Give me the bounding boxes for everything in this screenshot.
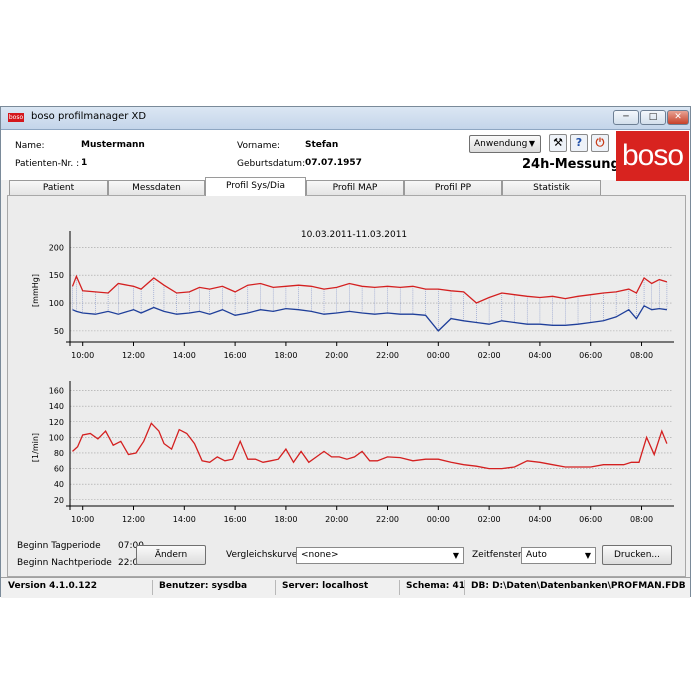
close-icon[interactable]: ✕	[667, 110, 689, 125]
firstname-label: Vorname:	[237, 141, 281, 151]
name-value: Mustermann	[81, 140, 145, 150]
patient-no-value: 1	[81, 158, 88, 168]
status-bar: Version 4.1.0.122 Benutzer: sysdba Serve…	[1, 577, 690, 598]
x-tick-label: 10:00	[71, 351, 94, 360]
exit-icon[interactable]: ⏻	[591, 134, 609, 152]
x-tick-label: 00:00	[427, 515, 450, 524]
night-period-value: 22:00	[118, 558, 144, 568]
y-tick-label: 40	[54, 480, 64, 489]
day-period-value: 07:00	[118, 541, 144, 551]
x-tick-label: 16:00	[224, 351, 247, 360]
measurement-type: 24h-Messung	[522, 157, 620, 172]
time-window-select[interactable]: Auto ▼	[521, 547, 596, 564]
x-tick-label: 08:00	[630, 351, 653, 360]
x-tick-label: 08:00	[630, 515, 653, 524]
application-dropdown-label: Anwendung	[474, 139, 528, 149]
tab-profil-map[interactable]: Profil MAP	[306, 180, 404, 195]
x-tick-label: 12:00	[122, 351, 145, 360]
chevron-down-icon: ▼	[584, 551, 591, 560]
x-tick-label: 04:00	[528, 351, 551, 360]
x-tick-label: 22:00	[376, 351, 399, 360]
help-icon[interactable]: ?	[570, 134, 588, 152]
boso-logo: boso	[616, 131, 689, 181]
night-period-label: Beginn Nachtperiode	[17, 558, 112, 568]
tools-icon[interactable]: ⚒	[549, 134, 567, 152]
pulse-chart: 20 40 60 80 100 120 140 160 10:00 12:00 14:00 16:00…	[31, 381, 674, 524]
compare-curve-select[interactable]: <none> ▼	[296, 547, 464, 564]
change-button[interactable]: Ändern	[136, 545, 206, 565]
y-tick-label: 140	[49, 402, 64, 411]
tab-messdaten[interactable]: Messdaten	[108, 180, 205, 195]
compare-curve-label: Vergleichskurve	[226, 550, 298, 560]
diastolic-series-line	[72, 304, 667, 332]
x-tick-label: 12:00	[122, 515, 145, 524]
charts-area: 10.03.2011-11.03.2011 50 100 150 200 10:00 12…	[31, 230, 674, 524]
y-tick-label: 80	[54, 449, 64, 458]
x-tick-label: 04:00	[528, 515, 551, 524]
chevron-down-icon: ▼	[528, 139, 535, 148]
patient-no-label: Patienten-Nr. :	[15, 159, 80, 169]
status-version: Version 4.1.0.122	[8, 581, 98, 591]
chevron-down-icon: ▼	[452, 551, 459, 560]
x-tick-label: 20:00	[325, 351, 348, 360]
y-tick-label: 160	[49, 387, 64, 396]
maximize-icon[interactable]: □	[640, 110, 666, 125]
firstname-value: Stefan	[305, 140, 339, 150]
day-period-label: Beginn Tagperiode	[17, 541, 101, 551]
tab-profil-sys-dia[interactable]: Profil Sys/Dia	[205, 177, 306, 196]
birthdate-label: Geburtsdatum:	[237, 159, 306, 169]
status-server: Server: localhost	[282, 581, 369, 591]
sys-dia-chart: 50 100 150 200 10:00 12:00 14:00 16:00 18:00 20:0…	[31, 231, 674, 360]
window-title: boso profilmanager XD	[31, 111, 147, 122]
status-user: Benutzer: sysdba	[159, 581, 248, 591]
y-tick-label: 120	[49, 418, 64, 427]
y-tick-label: 50	[54, 327, 64, 336]
x-tick-label: 18:00	[274, 351, 297, 360]
x-tick-label: 02:00	[478, 351, 501, 360]
x-tick-label: 20:00	[325, 515, 348, 524]
app-logo-icon: boso	[8, 113, 24, 122]
chart-title: 10.03.2011-11.03.2011	[301, 230, 407, 240]
status-schema: Schema: 41	[406, 581, 466, 591]
print-button[interactable]: Drucken...	[602, 545, 672, 565]
y-tick-label: 60	[54, 465, 64, 474]
tab-patient[interactable]: Patient	[9, 180, 108, 195]
tab-statistik[interactable]: Statistik	[502, 180, 601, 195]
y-tick-label: 200	[49, 243, 64, 252]
x-tick-label: 02:00	[478, 515, 501, 524]
systolic-series-line	[71, 274, 668, 304]
minimize-icon[interactable]: ─	[613, 110, 639, 125]
x-tick-label: 00:00	[427, 351, 450, 360]
name-label: Name:	[15, 141, 45, 151]
tab-profil-pp[interactable]: Profil PP	[404, 180, 502, 195]
x-tick-label: 14:00	[173, 351, 196, 360]
x-tick-label: 06:00	[579, 351, 602, 360]
x-tick-label: 16:00	[224, 515, 247, 524]
y-tick-label: 100	[49, 433, 64, 442]
birthdate-value: 07.07.1957	[305, 158, 362, 168]
x-tick-label: 10:00	[71, 515, 94, 524]
y-axis-label: [mmHg]	[31, 274, 40, 307]
x-tick-label: 14:00	[173, 515, 196, 524]
status-db: DB: D:\Daten\Datenbanken\PROFMAN.FDB	[471, 581, 686, 591]
app-window: boso boso profilmanager XD ─ □ ✕ Name: M…	[0, 106, 691, 598]
y-tick-label: 20	[54, 496, 64, 505]
time-window-value: Auto	[526, 550, 547, 560]
compare-curve-value: <none>	[301, 550, 339, 560]
application-dropdown[interactable]: Anwendung ▼	[469, 135, 541, 153]
profile-panel: 10.03.2011-11.03.2011 50 100 150 200 10:00 12…	[7, 195, 686, 577]
x-tick-label: 06:00	[579, 515, 602, 524]
x-tick-label: 22:00	[376, 515, 399, 524]
x-tick-label: 18:00	[274, 515, 297, 524]
y-tick-label: 100	[49, 299, 64, 308]
title-bar: boso boso profilmanager XD ─ □ ✕	[1, 107, 690, 130]
tab-bar: Patient Messdaten Profil Sys/Dia Profil …	[1, 177, 690, 196]
pulse-series-line	[72, 422, 668, 470]
y-tick-label: 150	[49, 271, 64, 280]
y-axis-label: [1/min]	[31, 433, 40, 462]
time-window-label: Zeitfenster	[472, 550, 522, 560]
